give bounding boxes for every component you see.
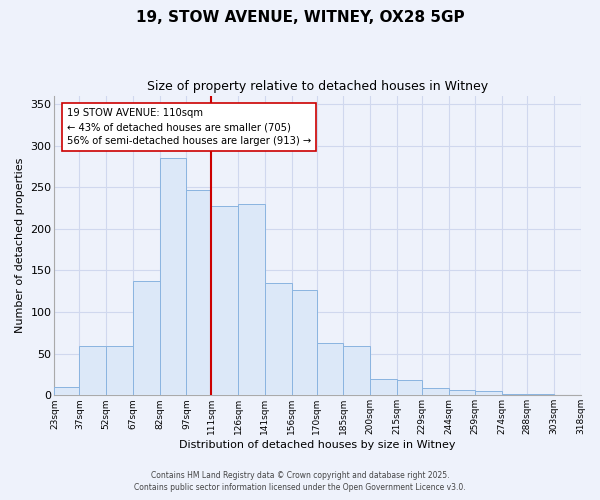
Title: Size of property relative to detached houses in Witney: Size of property relative to detached ho… — [147, 80, 488, 93]
Text: 19 STOW AVENUE: 110sqm
← 43% of detached houses are smaller (705)
56% of semi-de: 19 STOW AVENUE: 110sqm ← 43% of detached… — [67, 108, 311, 146]
Bar — [397, 380, 422, 396]
X-axis label: Distribution of detached houses by size in Witney: Distribution of detached houses by size … — [179, 440, 456, 450]
Bar — [79, 346, 106, 396]
Bar — [106, 346, 133, 396]
Bar — [292, 290, 317, 396]
Bar — [502, 394, 527, 396]
Bar — [187, 190, 211, 396]
Bar — [55, 387, 79, 396]
Text: Contains HM Land Registry data © Crown copyright and database right 2025.
Contai: Contains HM Land Registry data © Crown c… — [134, 471, 466, 492]
Bar — [370, 378, 397, 396]
Bar — [238, 204, 265, 396]
Bar — [265, 283, 292, 396]
Bar — [160, 158, 187, 396]
Bar — [449, 390, 475, 396]
Y-axis label: Number of detached properties: Number of detached properties — [15, 158, 25, 333]
Bar — [343, 346, 370, 396]
Bar — [133, 281, 160, 396]
Bar — [422, 388, 449, 396]
Bar — [317, 343, 343, 396]
Bar — [527, 394, 554, 396]
Bar — [475, 391, 502, 396]
Text: 19, STOW AVENUE, WITNEY, OX28 5GP: 19, STOW AVENUE, WITNEY, OX28 5GP — [136, 10, 464, 25]
Bar — [211, 206, 238, 396]
